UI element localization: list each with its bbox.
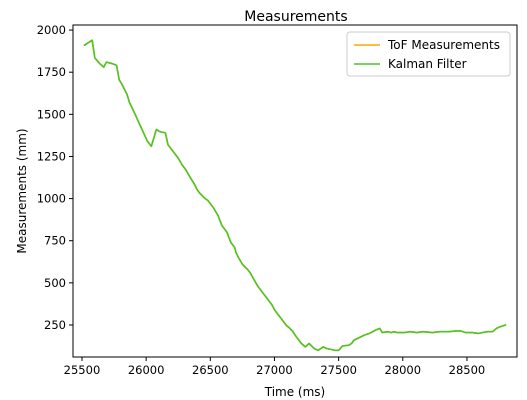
x-tick-label: 25500 xyxy=(64,363,101,377)
y-tick-label: 2000 xyxy=(37,23,66,37)
y-tick-label: 1750 xyxy=(37,65,66,79)
legend-label: Kalman Filter xyxy=(388,57,467,71)
legend-box xyxy=(346,31,511,77)
y-tick-label: 1250 xyxy=(37,149,66,163)
y-tick-label: 250 xyxy=(44,318,66,332)
y-tick-label: 750 xyxy=(44,234,66,248)
x-tick-label: 28500 xyxy=(449,363,486,377)
x-tick-label: 27500 xyxy=(320,363,357,377)
legend: ToF Measurements Kalman Filter xyxy=(346,31,511,77)
chart-title: Measurements xyxy=(244,9,347,25)
x-tick-label: 26000 xyxy=(128,363,165,377)
x-tick-label: 27000 xyxy=(256,363,293,377)
x-axis-label: Time (ms) xyxy=(264,385,326,399)
y-axis-label: Measurements (mm) xyxy=(15,128,29,253)
legend-label: ToF Measurements xyxy=(387,38,500,52)
x-tick-label: 28000 xyxy=(384,363,421,377)
plot-frame xyxy=(72,24,518,358)
y-tick-label: 500 xyxy=(44,276,66,290)
y-tick-label: 1500 xyxy=(37,107,66,121)
x-tick-label: 26500 xyxy=(192,363,229,377)
series-line-kalman-filter xyxy=(83,39,507,352)
y-tick-label: 1000 xyxy=(37,192,66,206)
